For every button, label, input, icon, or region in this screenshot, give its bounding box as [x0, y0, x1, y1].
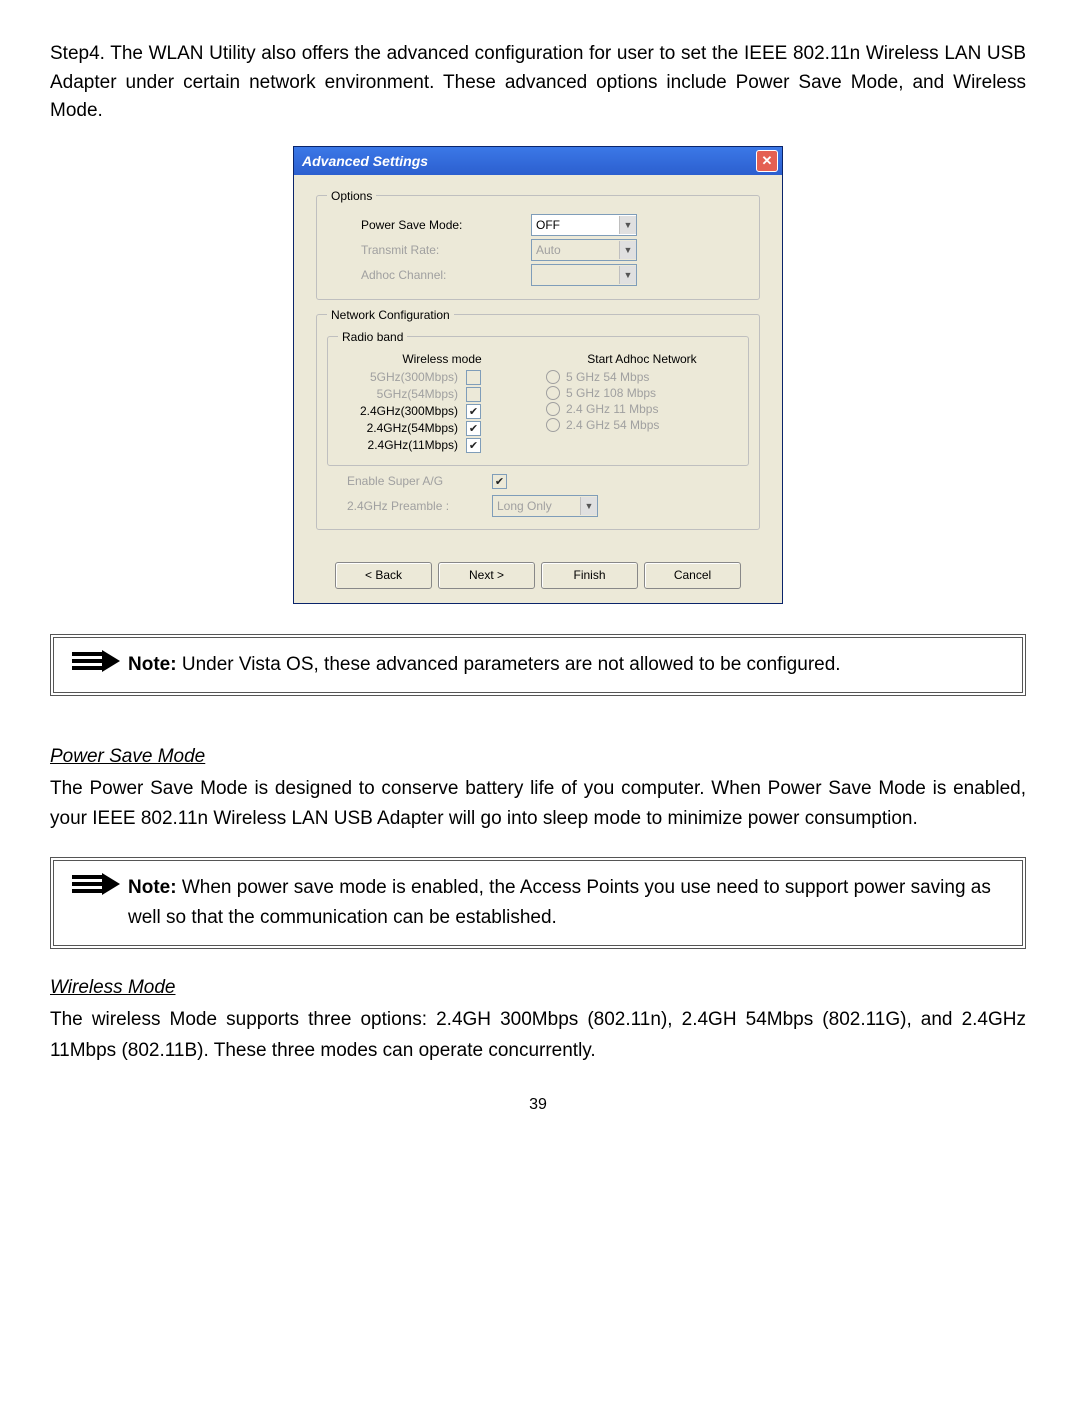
wireless-mode-paragraph: The wireless Mode supports three options… — [50, 1005, 1026, 1066]
rb-label: 2.4GHz(54Mbps) — [338, 421, 466, 435]
rb-checkbox[interactable]: ✔ — [466, 404, 481, 419]
adhoc-option: 5 GHz 108 Mbps — [566, 386, 656, 400]
radio-band-legend: Radio band — [338, 330, 407, 344]
wireless-mode-column: Wireless mode 5GHz(300Mbps) 5GHz(54Mbps)… — [338, 352, 546, 455]
transmit-rate-label: Transmit Rate: — [327, 243, 531, 257]
power-save-value: OFF — [536, 218, 560, 232]
note-text: Note: Under Vista OS, these advanced par… — [128, 650, 841, 680]
adhoc-radio — [546, 402, 560, 416]
close-icon[interactable]: ✕ — [756, 150, 778, 172]
cancel-button[interactable]: Cancel — [644, 562, 741, 589]
rb-checkbox[interactable]: ✔ — [466, 421, 481, 436]
back-button[interactable]: < Back — [335, 562, 432, 589]
wireless-mode-heading: Wireless Mode — [50, 977, 1026, 999]
adhoc-channel-dropdown: ▼ — [531, 264, 637, 286]
button-row: < Back Next > Finish Cancel — [316, 562, 760, 589]
chevron-down-icon: ▼ — [619, 216, 636, 234]
rb-label: 5GHz(300Mbps) — [338, 370, 466, 384]
adhoc-radio — [546, 386, 560, 400]
note-icon — [72, 873, 120, 895]
adhoc-channel-label: Adhoc Channel: — [327, 268, 531, 282]
adhoc-option: 2.4 GHz 54 Mbps — [566, 418, 659, 432]
dialog-body: Options Power Save Mode: OFF ▼ Transmit … — [294, 175, 782, 603]
network-config-group: Network Configuration Radio band Wireles… — [316, 308, 760, 530]
power-save-label: Power Save Mode: — [327, 218, 531, 232]
options-legend: Options — [327, 189, 376, 203]
page-number: 39 — [50, 1096, 1026, 1114]
titlebar: Advanced Settings ✕ — [294, 147, 782, 175]
options-group: Options Power Save Mode: OFF ▼ Transmit … — [316, 189, 760, 300]
rb-label: 2.4GHz(11Mbps) — [338, 438, 466, 452]
power-save-mode-paragraph: The Power Save Mode is designed to conse… — [50, 774, 1026, 835]
adhoc-option: 5 GHz 54 Mbps — [566, 370, 649, 384]
adhoc-column: Start Adhoc Network 5 GHz 54 Mbps 5 GHz … — [546, 352, 738, 455]
adhoc-header: Start Adhoc Network — [546, 352, 738, 366]
adhoc-option: 2.4 GHz 11 Mbps — [566, 402, 658, 416]
chevron-down-icon: ▼ — [619, 241, 636, 259]
rb-checkbox — [466, 387, 481, 402]
chevron-down-icon: ▼ — [619, 266, 636, 284]
rb-checkbox[interactable]: ✔ — [466, 438, 481, 453]
preamble-value: Long Only — [497, 499, 552, 513]
enable-super-checkbox: ✔ — [492, 474, 507, 489]
note-box-2: Note: When power save mode is enabled, t… — [50, 857, 1026, 950]
next-button[interactable]: Next > — [438, 562, 535, 589]
intro-paragraph: Step4. The WLAN Utility also offers the … — [50, 40, 1026, 126]
finish-button[interactable]: Finish — [541, 562, 638, 589]
chevron-down-icon: ▼ — [580, 497, 597, 515]
adhoc-radio — [546, 418, 560, 432]
transmit-rate-value: Auto — [536, 243, 561, 257]
note-icon — [72, 650, 120, 672]
adhoc-radio — [546, 370, 560, 384]
radio-band-group: Radio band Wireless mode 5GHz(300Mbps) 5… — [327, 330, 749, 466]
preamble-dropdown: Long Only ▼ — [492, 495, 598, 517]
rb-checkbox — [466, 370, 481, 385]
power-save-dropdown[interactable]: OFF ▼ — [531, 214, 637, 236]
note-text: Note: When power save mode is enabled, t… — [128, 873, 1004, 934]
note-box-1: Note: Under Vista OS, these advanced par… — [50, 634, 1026, 696]
preamble-label: 2.4GHz Preamble : — [327, 499, 492, 513]
dialog-container: Advanced Settings ✕ Options Power Save M… — [50, 146, 1026, 604]
transmit-rate-dropdown: Auto ▼ — [531, 239, 637, 261]
wireless-mode-header: Wireless mode — [338, 352, 546, 366]
rb-label: 5GHz(54Mbps) — [338, 387, 466, 401]
enable-super-label: Enable Super A/G — [327, 474, 492, 488]
rb-label: 2.4GHz(300Mbps) — [338, 404, 466, 418]
advanced-settings-dialog: Advanced Settings ✕ Options Power Save M… — [293, 146, 783, 604]
dialog-title: Advanced Settings — [302, 153, 428, 169]
power-save-mode-heading: Power Save Mode — [50, 746, 1026, 768]
network-config-legend: Network Configuration — [327, 308, 454, 322]
